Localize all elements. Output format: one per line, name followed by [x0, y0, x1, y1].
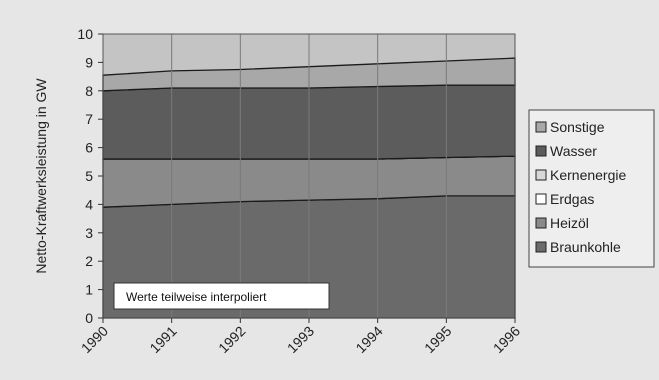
- legend-swatch-wasser: [535, 145, 547, 157]
- legend-swatch-erdgas: [535, 193, 547, 205]
- x-tick-label-1990: 1990: [78, 323, 111, 356]
- legend-label-erdgas: Erdgas: [550, 191, 594, 207]
- legend-label-sonstige: Sonstige: [550, 119, 605, 135]
- y-tick-label-0: 0: [85, 310, 93, 326]
- annotation-text: Werte teilweise interpoliert: [126, 290, 267, 304]
- y-tick-label-8: 8: [85, 83, 93, 99]
- y-tick-label-4: 4: [85, 196, 93, 212]
- legend-label-heiz-l: Heizöl: [550, 215, 589, 231]
- legend-swatch-sonstige: [535, 121, 547, 133]
- x-tick-label-1995: 1995: [421, 323, 454, 356]
- x-tick-label-1993: 1993: [284, 323, 317, 356]
- y-tick-label-2: 2: [85, 253, 93, 269]
- legend-swatch-kernenergie: [535, 169, 547, 181]
- y-tick-label-7: 7: [85, 111, 93, 127]
- annotation-box: [113, 282, 330, 310]
- y-tick-label-3: 3: [85, 225, 93, 241]
- legend-label-braunkohle: Braunkohle: [550, 239, 621, 255]
- legend-swatch-heiz-l: [535, 217, 547, 229]
- x-tick-label-1991: 1991: [146, 323, 179, 356]
- legend-swatch-braunkohle: [535, 241, 547, 253]
- x-tick-label-1996: 1996: [490, 323, 523, 356]
- y-tick-label-5: 5: [85, 168, 93, 184]
- y-tick-label-10: 10: [77, 26, 93, 42]
- y-tick-label-9: 9: [85, 54, 93, 70]
- y-axis-title: Netto-Kraftwerksleistung in GW: [33, 78, 49, 274]
- y-tick-label-6: 6: [85, 140, 93, 156]
- legend-box: [528, 109, 655, 268]
- legend-label-kernenergie: Kernenergie: [550, 167, 626, 183]
- x-tick-label-1992: 1992: [215, 323, 248, 356]
- x-tick-label-1994: 1994: [352, 323, 385, 356]
- legend-label-wasser: Wasser: [550, 143, 597, 159]
- y-tick-label-1: 1: [85, 282, 93, 298]
